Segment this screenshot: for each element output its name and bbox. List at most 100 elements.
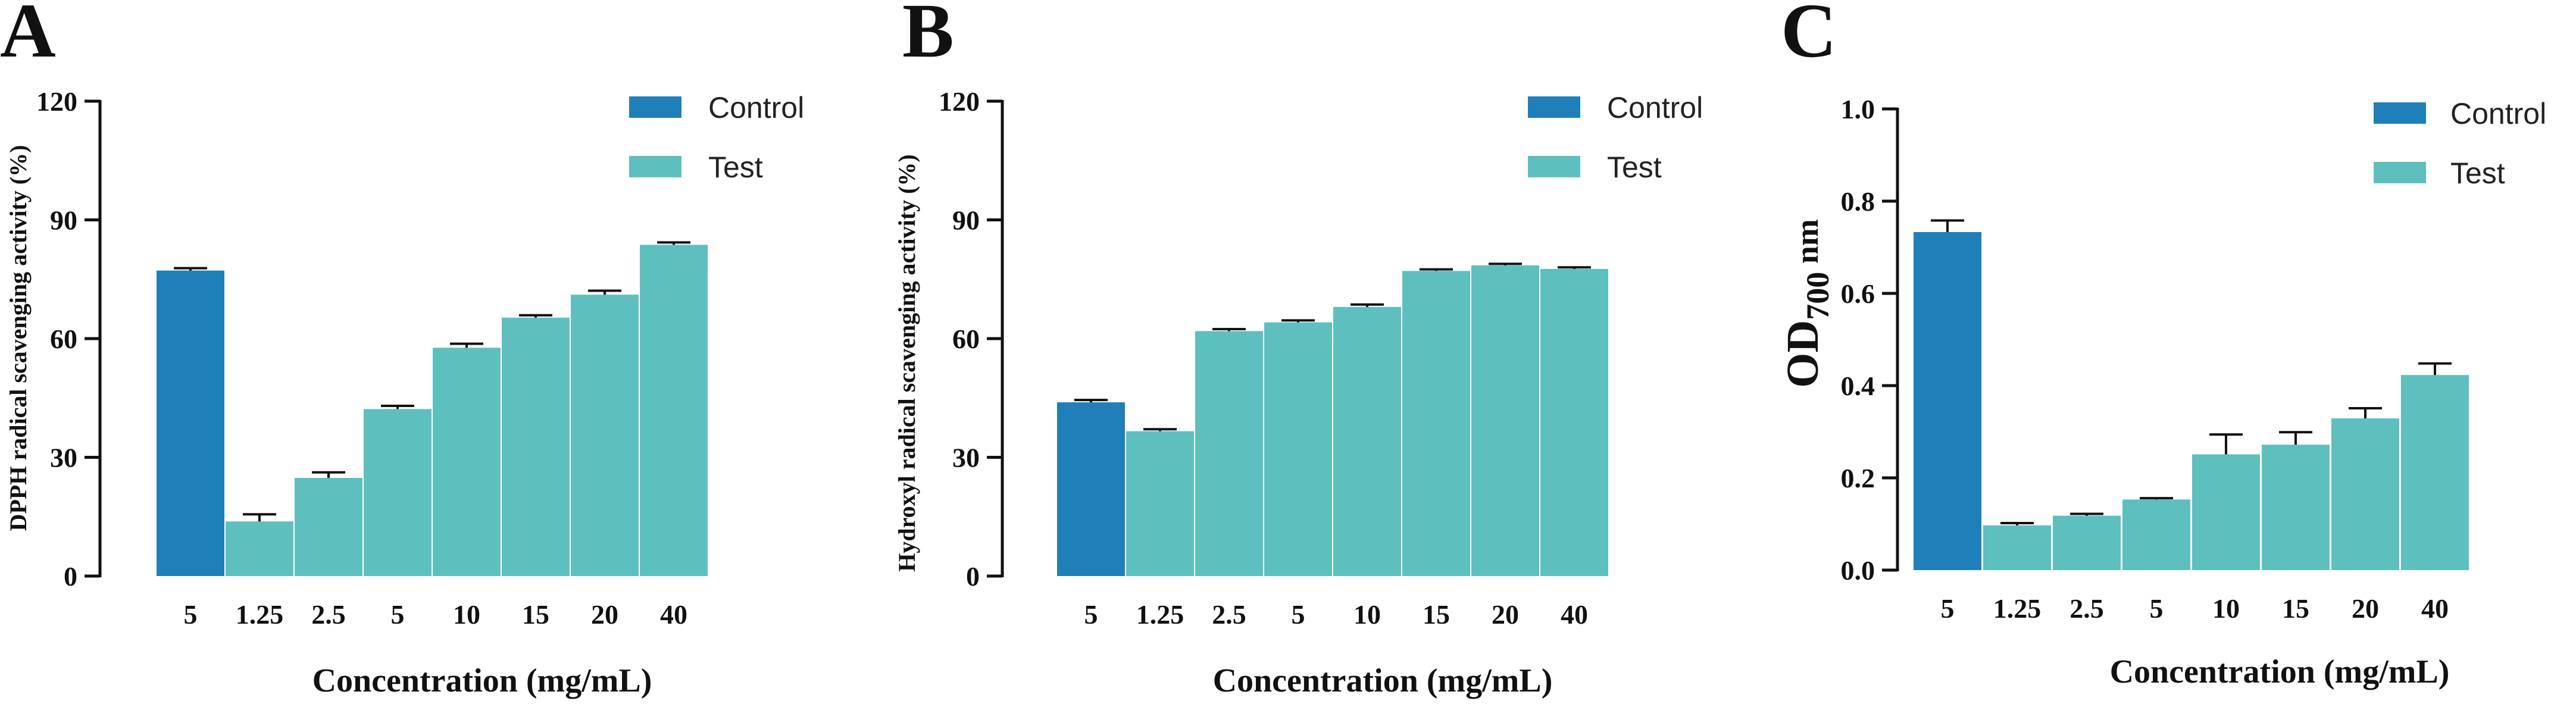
panel-b-legend-control-swatch xyxy=(1528,96,1580,118)
panel-b-legend-test-label: Test xyxy=(1607,151,1662,184)
panel-a-bar-3 xyxy=(364,409,432,576)
panel-a-letter: A xyxy=(0,0,56,74)
panel-a-x-ticks: 5 1.25 2.5 5 10 15 20 40 xyxy=(184,599,688,630)
panel-b-y-axis: 0 30 60 90 120 xyxy=(939,86,1004,592)
panel-b-x-tick-label-5: 15 xyxy=(1423,599,1450,630)
panel-a-x-tick-label-1: 1.25 xyxy=(236,599,284,630)
panel-c-x-tick-label-1: 1.25 xyxy=(1993,593,2042,624)
panel-a-x-tick-label-5: 15 xyxy=(522,599,549,630)
panel-a-bar-6 xyxy=(571,295,639,576)
panel-c-bar-2 xyxy=(2053,515,2121,570)
panel-c-x-tick-label-4: 10 xyxy=(2212,593,2240,624)
panel-b-y-tick-label-3: 90 xyxy=(952,205,980,236)
panel-b-bar-3 xyxy=(1264,322,1332,576)
panel-b-letter: B xyxy=(902,0,954,74)
panel-a-x-tick-label-2: 2.5 xyxy=(311,599,346,630)
panel-b-y-tick-label-1: 30 xyxy=(952,443,980,473)
panel-a-bar-0 xyxy=(157,270,224,576)
panel-a-bar-2 xyxy=(295,478,362,576)
panel-a-bar-1 xyxy=(226,521,293,576)
panel-b-y-tick-label-0: 0 xyxy=(966,561,980,592)
panel-a-legend: Control Test xyxy=(629,91,804,184)
panel-c-y-tick-label-2: 0.4 xyxy=(1841,371,1875,401)
panel-c-y-axis-title-main: OD xyxy=(1778,320,1828,388)
panel-c: C OD700 nm Concentration (mg/mL) 0.0 0.2 0… xyxy=(1778,0,2546,690)
panel-b-x-tick-label-2: 2.5 xyxy=(1212,599,1246,630)
panel-c-y-axis: 0.0 0.2 0.4 0.6 0.8 1.0 xyxy=(1841,94,1899,586)
panel-a-y-tick-label-2: 60 xyxy=(50,324,77,354)
panel-c-bar-3 xyxy=(2122,499,2190,570)
panel-a-x-tick-label-0: 5 xyxy=(184,599,198,630)
panel-c-x-tick-label-0: 5 xyxy=(1941,593,1955,624)
panel-a-x-axis-title: Concentration (mg/mL) xyxy=(312,662,652,699)
panel-a-bar-5 xyxy=(502,317,570,576)
panel-b-x-tick-label-0: 5 xyxy=(1084,599,1098,630)
panel-c-x-tick-label-2: 2.5 xyxy=(2069,593,2104,624)
panel-a-y-axis-title: DPPH radical scavenging activity (%) xyxy=(5,145,32,531)
panel-a-y-tick-label-0: 0 xyxy=(64,561,77,592)
panel-c-letter: C xyxy=(1781,0,1837,74)
panel-c-x-tick-label-6: 20 xyxy=(2352,593,2379,624)
panel-b-bar-1 xyxy=(1126,431,1194,576)
panel-a-y-axis: 0 30 60 90 120 xyxy=(36,86,102,592)
panel-b: B Hydroxyl radical scavenging activity (… xyxy=(893,0,1703,699)
panel-b-bar-2 xyxy=(1195,331,1263,576)
panel-c-x-ticks: 5 1.25 2.5 5 10 15 20 40 xyxy=(1941,593,2449,624)
panel-c-y-tick-label-5: 1.0 xyxy=(1841,94,1875,124)
panel-b-x-tick-label-4: 10 xyxy=(1353,599,1381,630)
panel-b-legend: Control Test xyxy=(1528,91,1703,184)
panel-b-x-tick-label-6: 20 xyxy=(1492,599,1519,630)
panel-c-legend: Control Test xyxy=(2374,97,2546,190)
panel-c-y-axis-title-sub: 700 xyxy=(1800,272,1836,320)
panel-c-legend-control-swatch xyxy=(2374,102,2426,124)
panel-c-bar-5 xyxy=(2262,445,2330,570)
panel-b-legend-control-label: Control xyxy=(1607,91,1703,124)
panel-a-y-tick-label-3: 90 xyxy=(50,205,77,236)
panel-c-bar-7 xyxy=(2401,375,2469,570)
panel-c-y-tick-label-0: 0.0 xyxy=(1841,555,1875,586)
panel-b-bar-5 xyxy=(1402,271,1470,576)
panel-b-y-axis-title: Hydroxyl radical scavenging activity (%) xyxy=(893,154,920,571)
panel-a-bar-4 xyxy=(433,348,501,576)
panel-b-bar-0 xyxy=(1057,402,1125,576)
panel-a-x-tick-label-7: 40 xyxy=(660,599,687,630)
panel-c-legend-test-label: Test xyxy=(2450,157,2505,190)
panel-a-bars xyxy=(157,241,708,576)
panel-c-legend-control-label: Control xyxy=(2450,97,2546,130)
panel-b-bar-6 xyxy=(1471,265,1539,577)
panel-a-x-tick-label-4: 10 xyxy=(453,599,480,630)
panel-c-legend-test-swatch xyxy=(2374,162,2426,183)
panel-c-y-axis-title: OD700 nm xyxy=(1778,219,1836,388)
panel-b-x-tick-label-7: 40 xyxy=(1561,599,1588,630)
panel-c-bar-0 xyxy=(1914,231,1981,570)
panel-c-x-tick-label-3: 5 xyxy=(2150,593,2164,624)
panel-b-x-axis-title: Concentration (mg/mL) xyxy=(1213,662,1553,699)
panel-c-x-axis-title: Concentration (mg/mL) xyxy=(2110,653,2450,690)
panel-b-x-tick-label-1: 1.25 xyxy=(1136,599,1184,630)
panel-b-x-tick-label-3: 5 xyxy=(1292,599,1305,630)
panel-c-x-tick-label-7: 40 xyxy=(2421,593,2449,624)
panel-b-bar-4 xyxy=(1333,306,1401,576)
panel-a-legend-control-swatch xyxy=(629,96,681,118)
panel-a-x-tick-label-6: 20 xyxy=(591,599,618,630)
panel-a-y-tick-label-4: 120 xyxy=(36,86,77,117)
panel-b-legend-test-swatch xyxy=(1528,156,1580,177)
panel-c-bar-6 xyxy=(2331,418,2399,570)
panel-b-x-ticks: 5 1.25 2.5 5 10 15 20 40 xyxy=(1084,599,1589,630)
panel-c-bar-1 xyxy=(1983,525,2051,570)
panel-b-bar-7 xyxy=(1540,268,1608,577)
panel-c-bar-4 xyxy=(2192,454,2260,570)
panel-b-y-tick-label-4: 120 xyxy=(939,86,980,117)
panel-a: A DPPH radical scavenging activity (%) C… xyxy=(0,0,804,699)
panel-c-y-tick-label-4: 0.8 xyxy=(1841,186,1875,217)
panel-a-bar-7 xyxy=(640,245,708,576)
panel-c-y-tick-label-1: 0.2 xyxy=(1841,463,1875,493)
panel-c-x-tick-label-5: 15 xyxy=(2282,593,2309,624)
panel-c-bars xyxy=(1914,219,2469,570)
panel-a-legend-control-label: Control xyxy=(708,91,804,124)
panel-a-legend-test-swatch xyxy=(629,156,681,177)
panel-a-x-tick-label-3: 5 xyxy=(391,599,405,630)
panel-c-y-axis-title-unit: nm xyxy=(1789,219,1825,272)
panel-a-legend-test-label: Test xyxy=(708,151,763,184)
